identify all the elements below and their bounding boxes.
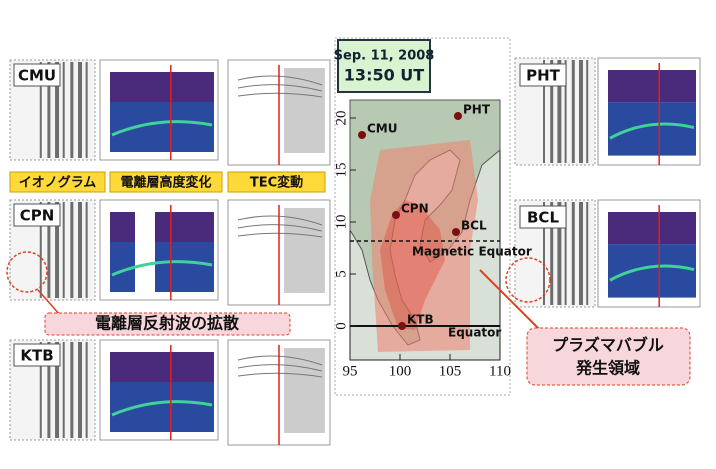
- station-label: CPN: [20, 207, 55, 225]
- height-plot-top: [110, 72, 214, 102]
- height-plot: [110, 242, 214, 292]
- station-dot: [454, 112, 462, 120]
- ionogram-stripe: [70, 62, 73, 158]
- height-plot: [110, 102, 214, 152]
- station-label: KTB: [20, 347, 53, 365]
- ionogram-stripe: [78, 342, 82, 438]
- height-plot: [110, 382, 214, 432]
- ionogram-stripe: [579, 60, 583, 163]
- height-plot-top: [608, 212, 696, 244]
- map-station: KTB: [407, 313, 434, 327]
- height-plot-top: [110, 352, 214, 382]
- tec-shade: [284, 68, 325, 153]
- lon-tick-label: 110: [489, 363, 511, 379]
- lat-tick-label: 15: [333, 163, 349, 178]
- bubble-label: 発生領域: [575, 359, 640, 378]
- tec-shade: [284, 348, 325, 433]
- station-dot: [392, 211, 400, 219]
- ionogram-stripe: [70, 342, 73, 438]
- ionogram-stripe: [586, 202, 588, 305]
- bubble-label: プラズマバブル: [552, 336, 664, 355]
- lat-tick-label: 0: [333, 322, 349, 330]
- height-gap: [135, 210, 155, 296]
- column-label: イオノグラム: [19, 175, 97, 191]
- height-plot-top: [110, 212, 214, 242]
- lon-tick-label: 105: [439, 363, 462, 379]
- station-dot: [398, 322, 406, 330]
- height-plot: [608, 244, 696, 298]
- ionogram-stripe: [63, 342, 65, 438]
- annotation: 電離層反射波の拡散: [95, 314, 240, 333]
- date: Sep. 11, 2008: [334, 49, 435, 64]
- equator-label: Equator: [448, 326, 501, 340]
- lon-tick-label: 100: [389, 363, 412, 379]
- lon-tick-label: 95: [343, 363, 358, 379]
- ionogram-stripe: [63, 62, 65, 158]
- station-label: CMU: [18, 67, 56, 85]
- ionogram-stripe: [70, 202, 73, 298]
- figure: Sep. 11, 2008 13:50 UT Magnetic Equator …: [0, 0, 716, 469]
- column-label: 電離層高度変化: [120, 175, 211, 191]
- ionogram-stripe: [586, 60, 588, 163]
- station-dot: [358, 131, 366, 139]
- time: 13:50 UT: [344, 66, 424, 85]
- ionogram-stripe: [86, 342, 88, 438]
- ionogram-stripe: [86, 62, 88, 158]
- lat-tick-label: 5: [333, 270, 349, 278]
- ionogram-stripe: [78, 62, 82, 158]
- lat-tick-label: 10: [333, 215, 349, 230]
- ionogram-stripe: [86, 202, 88, 298]
- map-station: BCL: [461, 219, 487, 233]
- lat-tick-label: 20: [333, 111, 349, 126]
- column-label: TEC変動: [250, 175, 303, 191]
- ionogram-stripe: [78, 202, 82, 298]
- ionogram-stripe: [63, 202, 65, 298]
- map-station: PHT: [463, 103, 491, 117]
- ionogram-stripe: [579, 202, 583, 305]
- ionogram-stripe: [572, 202, 575, 305]
- station-label: PHT: [526, 67, 561, 85]
- height-plot-top: [608, 70, 696, 102]
- map-station: CMU: [367, 122, 398, 136]
- magnetic-equator-label: Magnetic Equator: [412, 245, 532, 259]
- station-dot: [452, 228, 460, 236]
- ionogram-stripe: [572, 60, 575, 163]
- height-plot: [608, 102, 696, 156]
- tec-shade: [284, 208, 325, 293]
- map-station: CPN: [401, 202, 429, 216]
- station-label: BCL: [527, 209, 559, 227]
